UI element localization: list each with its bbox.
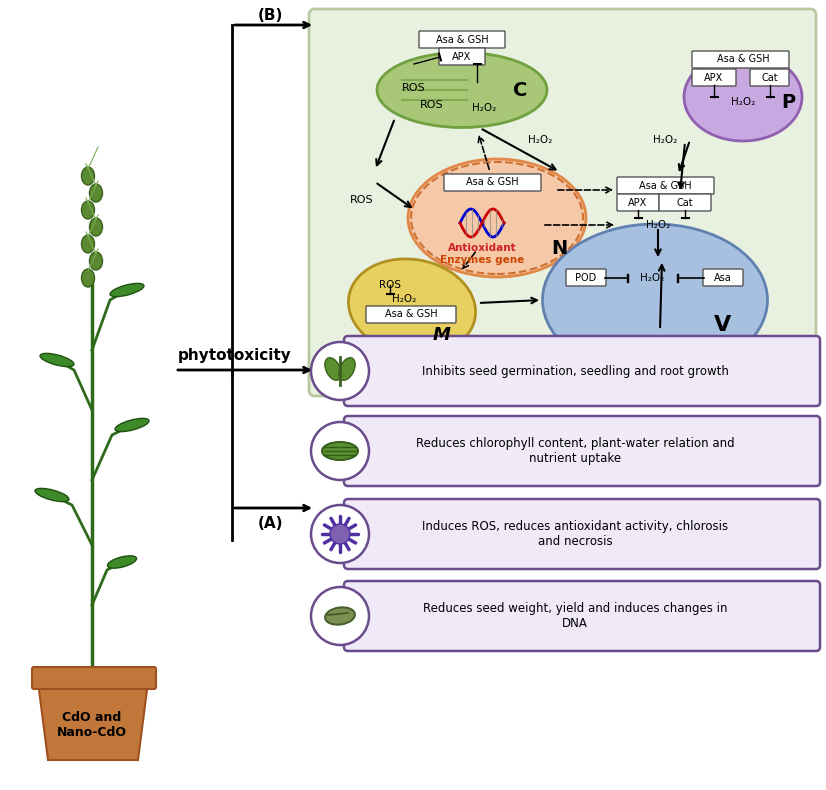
- Text: H₂O₂: H₂O₂: [640, 273, 664, 283]
- Polygon shape: [38, 682, 148, 760]
- Text: H₂O₂: H₂O₂: [646, 220, 670, 230]
- Circle shape: [330, 524, 350, 544]
- Text: Cat: Cat: [676, 198, 693, 208]
- Text: V: V: [714, 315, 732, 335]
- Text: Antioxidant: Antioxidant: [448, 243, 516, 253]
- Ellipse shape: [325, 608, 355, 625]
- Circle shape: [311, 422, 369, 480]
- FancyBboxPatch shape: [344, 499, 820, 569]
- Text: Asa & GSH: Asa & GSH: [435, 35, 488, 45]
- Text: H₂O₂: H₂O₂: [392, 294, 416, 304]
- Ellipse shape: [89, 252, 102, 270]
- FancyBboxPatch shape: [692, 69, 736, 86]
- Text: Reduces seed weight, yield and induces changes in
DNA: Reduces seed weight, yield and induces c…: [423, 602, 727, 630]
- FancyBboxPatch shape: [566, 269, 606, 286]
- FancyBboxPatch shape: [659, 194, 711, 211]
- Text: (A): (A): [258, 517, 283, 532]
- Ellipse shape: [377, 52, 547, 127]
- Ellipse shape: [35, 488, 69, 502]
- Ellipse shape: [339, 358, 355, 380]
- Text: ROS: ROS: [379, 280, 401, 290]
- Text: POD: POD: [576, 273, 596, 283]
- Text: H₂O₂: H₂O₂: [528, 135, 552, 145]
- FancyBboxPatch shape: [692, 51, 789, 68]
- Text: H₂O₂: H₂O₂: [731, 97, 755, 107]
- Text: Enzymes gene: Enzymes gene: [440, 255, 525, 265]
- Circle shape: [311, 342, 369, 400]
- Ellipse shape: [107, 556, 136, 568]
- FancyBboxPatch shape: [617, 194, 659, 211]
- Ellipse shape: [325, 358, 341, 380]
- Text: ROS: ROS: [350, 195, 374, 205]
- Text: H₂O₂: H₂O₂: [653, 135, 677, 145]
- Text: P: P: [781, 92, 795, 111]
- Ellipse shape: [89, 184, 102, 202]
- Ellipse shape: [82, 201, 94, 219]
- FancyBboxPatch shape: [703, 269, 743, 286]
- Text: M: M: [433, 326, 451, 344]
- Ellipse shape: [40, 353, 74, 367]
- Ellipse shape: [349, 259, 476, 355]
- FancyBboxPatch shape: [344, 336, 820, 406]
- Text: Asa & GSH: Asa & GSH: [717, 54, 769, 64]
- Text: APX: APX: [453, 52, 472, 62]
- Ellipse shape: [322, 442, 358, 460]
- Text: phytotoxicity: phytotoxicity: [178, 348, 292, 363]
- Ellipse shape: [684, 53, 802, 141]
- Text: Reduces chlorophyll content, plant-water relation and
nutrient uptake: Reduces chlorophyll content, plant-water…: [415, 437, 734, 465]
- Text: C: C: [513, 81, 527, 100]
- FancyBboxPatch shape: [344, 416, 820, 486]
- Text: N: N: [551, 239, 567, 258]
- Text: ROS: ROS: [420, 100, 444, 110]
- Ellipse shape: [543, 224, 767, 376]
- Text: H₂O₂: H₂O₂: [472, 103, 496, 113]
- Text: Asa & GSH: Asa & GSH: [385, 309, 437, 319]
- FancyBboxPatch shape: [617, 177, 714, 194]
- Text: APX: APX: [705, 73, 724, 83]
- Text: (B): (B): [258, 7, 283, 22]
- Circle shape: [311, 587, 369, 645]
- Ellipse shape: [82, 269, 94, 287]
- Ellipse shape: [110, 284, 144, 296]
- FancyBboxPatch shape: [344, 581, 820, 651]
- Text: Asa & GSH: Asa & GSH: [466, 177, 518, 187]
- Circle shape: [311, 505, 369, 563]
- Text: Asa & GSH: Asa & GSH: [638, 181, 691, 191]
- Text: APX: APX: [629, 198, 648, 208]
- Text: Cat: Cat: [762, 73, 778, 83]
- Text: CdO and
Nano-CdO: CdO and Nano-CdO: [57, 711, 127, 739]
- Ellipse shape: [89, 218, 102, 236]
- Ellipse shape: [115, 419, 149, 431]
- FancyBboxPatch shape: [32, 667, 156, 689]
- FancyBboxPatch shape: [419, 31, 505, 48]
- Text: Induces ROS, reduces antioxidant activity, chlorosis
and necrosis: Induces ROS, reduces antioxidant activit…: [422, 520, 728, 548]
- Text: Inhibits seed germination, seedling and root growth: Inhibits seed germination, seedling and …: [421, 364, 729, 378]
- FancyBboxPatch shape: [309, 9, 816, 396]
- Text: ROS: ROS: [402, 83, 426, 93]
- Text: Asa: Asa: [714, 273, 732, 283]
- FancyBboxPatch shape: [439, 48, 485, 65]
- FancyBboxPatch shape: [366, 306, 456, 323]
- FancyBboxPatch shape: [444, 174, 541, 191]
- FancyBboxPatch shape: [750, 69, 789, 86]
- Ellipse shape: [82, 235, 94, 253]
- Ellipse shape: [82, 167, 94, 185]
- Ellipse shape: [408, 159, 586, 277]
